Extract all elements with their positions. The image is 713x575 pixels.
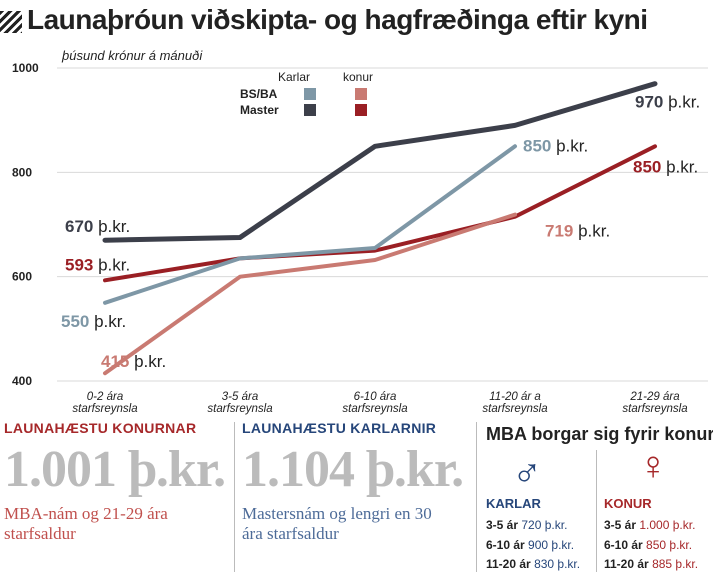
hatch-icon [0,11,22,33]
annotation-label: 593 þ.kr. [65,255,130,274]
legend-row-master: Master [240,103,279,117]
y-axis-ticks: 400 600 800 1000 [12,61,39,388]
mba-title: MBA borgar sig fyrir konur [486,424,713,444]
panel-women-heading: LAUNAHÆSTU KONURNAR [4,420,197,436]
series-line-master_karlar [102,81,658,243]
panel-women-amount: 1.001 þ.kr. [4,441,226,498]
annotation-label: 670 þ.kr. [65,217,130,236]
y-tick-label: 600 [12,270,32,284]
x-tick-label: 0-2 ára [87,391,123,403]
x-tick-label: starfsreynsla [72,403,137,415]
mba-women-label: KONUR [604,496,652,511]
annotations: 670 þ.kr. 593 þ.kr. 550 þ.kr. 415 þ.kr. 850 … [61,93,700,372]
mba-women-years: 11-20 ár [604,557,649,571]
series-lines [102,81,658,376]
legend-row-bsba: BS/BA [240,87,278,101]
x-tick-label: starfsreynsla [622,403,687,415]
legend-col-konur: konur [343,70,373,84]
legend-swatch-master-konur [355,104,367,116]
divider [234,422,235,572]
panel-men-desc-2: ára starfsaldur [242,524,339,543]
x-tick-label: 11-20 ár a [489,391,541,403]
panel-men-heading: LAUNAHÆSTU KARLARNIR [242,420,437,436]
y-tick-label: 400 [12,374,32,388]
mba-men-years: 3-5 ár [486,518,519,532]
divider [476,422,477,572]
series-line-master_konur [103,144,657,283]
page-title: Launaþróun viðskipta- og hagfræðinga eft… [27,4,648,35]
mba-women-amount: 885 þ.kr. [652,557,699,571]
mba-men-row: 6-10 ár 900 þ.kr. [486,538,574,552]
mba-men-row: 3-5 ár 720 þ.kr. [486,518,567,532]
series-line-bsba_konur [103,212,517,376]
annotation-label: 719 þ.kr. [545,222,610,241]
mba-women-row: 3-5 ár 1.000 þ.kr. [604,518,695,532]
mba-men-amount: 720 þ.kr. [521,518,568,532]
mba-women-row: 11-20 ár 885 þ.kr. [604,557,698,571]
mba-men-amount: 830 þ.kr. [534,557,581,571]
mba-men-years: 6-10 ár [486,538,525,552]
mba-women-amount: 1.000 þ.kr. [639,518,696,532]
legend-col-karlar: Karlar [278,70,310,84]
annotation-label: 850 þ.kr. [633,157,698,176]
mba-men-row: 11-20 ár 830 þ.kr. [486,557,580,571]
series-line-bsba_karlar [103,144,517,305]
legend-swatch-bsba-konur [355,88,367,100]
annotation-label: 850 þ.kr. [523,136,588,155]
mba-men-amount: 900 þ.kr. [528,538,575,552]
female-symbol-icon: ♀ [638,444,668,488]
x-tick-label: 21-29 ára [629,391,679,403]
x-tick-label: starfsreynsla [482,403,547,415]
divider [596,450,597,572]
panel-men-amount: 1.104 þ.kr. [242,441,464,498]
x-tick-label: 6-10 ára [354,391,397,403]
grid-lines [57,67,708,382]
mba-men-label: KARLAR [486,496,541,511]
x-tick-label: starfsreynsla [207,403,272,415]
panel-highest-paid-women: LAUNAHÆSTU KONURNAR 1.001 þ.kr. MBA-nám … [4,420,230,544]
legend-swatch-master-karlar [304,104,316,116]
legend-swatch-bsba-karlar [304,88,316,100]
male-symbol-icon: ♂ [512,450,542,494]
legend: Karlar konur BS/BA Master [240,70,373,117]
mba-women-row: 6-10 ár 850 þ.kr. [604,538,692,552]
x-tick-label: 3-5 ára [222,391,258,403]
x-tick-label: starfsreynsla [342,403,407,415]
mba-women-years: 6-10 ár [604,538,643,552]
mba-men-years: 11-20 ár [486,557,531,571]
y-tick-label: 800 [12,165,32,179]
y-tick-label: 1000 [12,61,39,75]
mba-women-years: 3-5 ár [604,518,637,532]
panel-women-desc-2: starfsaldur [4,524,76,543]
header: Launaþróun viðskipta- og hagfræðinga eft… [0,4,713,40]
annotation-label: 550 þ.kr. [61,312,126,331]
annotation-label: 970 þ.kr. [635,93,700,112]
panel-men-desc-1: Mastersnám og lengri en 30 [242,504,432,523]
panel-highest-paid-men: LAUNAHÆSTU KARLARNIR 1.104 þ.kr. Masters… [242,420,472,544]
annotation-label: 415 þ.kr. [101,352,166,371]
mba-women-amount: 850 þ.kr. [646,538,693,552]
y-axis-unit-label: þúsund krónur á mánuði [62,48,203,63]
panel-women-desc-1: MBA-nám og 21-29 ára [4,504,168,523]
